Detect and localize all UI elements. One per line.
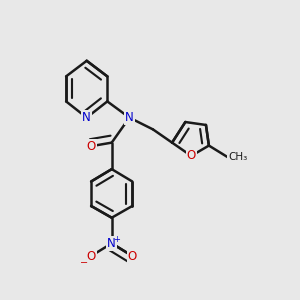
Text: O: O	[86, 250, 96, 262]
Text: O: O	[187, 149, 196, 162]
Text: +: +	[114, 235, 121, 244]
Text: O: O	[86, 140, 96, 153]
Text: −: −	[80, 258, 88, 268]
Text: O: O	[128, 250, 137, 262]
Text: N: N	[82, 111, 91, 124]
Text: N: N	[125, 111, 134, 124]
Text: CH₃: CH₃	[228, 152, 247, 162]
Text: N: N	[107, 237, 116, 250]
